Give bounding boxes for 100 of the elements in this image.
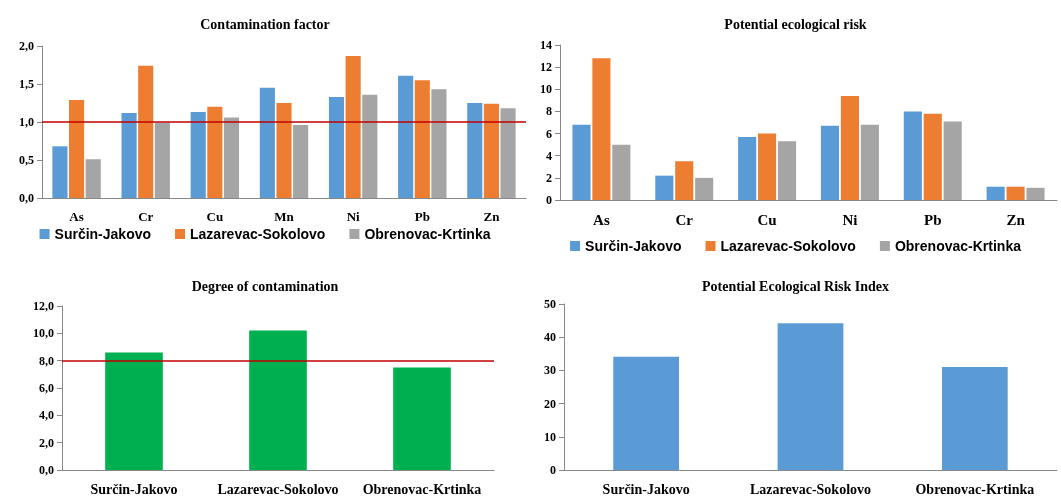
bar xyxy=(500,108,516,198)
y-tick-label: 12,0 xyxy=(33,299,54,313)
y-tick-label: 8 xyxy=(546,104,552,119)
bar xyxy=(414,80,430,198)
bar xyxy=(675,161,694,200)
x-tick-label: Obrenovac-Krtinka xyxy=(915,481,1035,497)
bar xyxy=(483,103,499,198)
x-tick-label: Surčin-Jakovo xyxy=(602,481,690,497)
y-tick-label: 1,0 xyxy=(19,115,34,129)
legend-label: Lazarevac-Sokolovo xyxy=(720,238,856,254)
x-tick-label: Cu xyxy=(206,209,224,224)
bar xyxy=(655,175,674,200)
bar xyxy=(777,141,797,200)
legend-label: Surčin-Jakovo xyxy=(585,238,682,254)
y-tick-label: 0,0 xyxy=(39,463,54,477)
chart-title: Contamination factor xyxy=(200,16,330,32)
x-tick-label: Ni xyxy=(346,209,361,224)
y-tick-label: 30 xyxy=(544,363,556,378)
y-tick-label: 0 xyxy=(550,463,556,477)
y-tick-label: 10 xyxy=(540,82,552,97)
y-tick-label: 2,0 xyxy=(39,435,54,450)
bar xyxy=(923,113,942,200)
y-tick-label: 40 xyxy=(544,330,556,345)
bar xyxy=(1026,187,1045,200)
chart-title: Degree of contamination xyxy=(191,278,339,294)
x-tick-label: Cr xyxy=(138,209,154,224)
bar xyxy=(121,112,137,198)
y-tick-label: 2 xyxy=(546,170,552,185)
y-tick-label: 6,0 xyxy=(39,381,54,395)
bar xyxy=(154,122,170,198)
bar xyxy=(398,75,414,198)
y-tick-label: 10 xyxy=(544,429,556,444)
legend-label: Obrenovac-Krtinka xyxy=(894,238,1022,254)
bar xyxy=(903,111,922,200)
x-tick-label: Mn xyxy=(274,209,295,224)
bar xyxy=(592,58,611,200)
bar xyxy=(943,121,962,200)
chart-title: Potential Ecological Risk Index xyxy=(701,278,890,294)
legend-label: Obrenovac-Krtinka xyxy=(364,226,491,242)
x-tick-label: Obrenovac-Krtinka xyxy=(362,481,482,497)
y-tick-label: 50 xyxy=(544,297,556,311)
bar xyxy=(69,99,85,198)
bar xyxy=(860,124,879,200)
bar xyxy=(941,367,1008,470)
bar xyxy=(820,125,840,200)
y-tick-label: 1,5 xyxy=(19,77,34,91)
x-tick-label: Pb xyxy=(923,211,942,228)
x-tick-label: Surčin-Jakovo xyxy=(90,481,178,497)
bar xyxy=(328,96,345,198)
chart-title: Potential ecological risk xyxy=(724,16,867,32)
y-tick-label: 0,0 xyxy=(19,191,34,205)
bar xyxy=(293,125,309,198)
y-tick-label: 10,0 xyxy=(33,326,54,341)
y-tick-label: 6 xyxy=(546,126,552,141)
x-tick-label: As xyxy=(69,209,84,224)
x-tick-label: Ni xyxy=(842,211,858,228)
bar xyxy=(393,367,451,470)
bar xyxy=(777,323,844,470)
bar xyxy=(223,117,240,198)
bar xyxy=(612,144,631,200)
x-tick-label: Pb xyxy=(414,209,430,224)
bar xyxy=(431,89,447,198)
bar xyxy=(207,106,223,198)
y-tick-label: 2,0 xyxy=(19,39,34,53)
x-tick-label: Cr xyxy=(675,211,694,228)
bar xyxy=(190,112,206,198)
bar xyxy=(467,103,483,198)
x-tick-label: Zn xyxy=(483,209,501,224)
bar xyxy=(738,136,757,200)
bar xyxy=(572,124,591,200)
bar xyxy=(249,330,307,470)
x-tick-label: Lazarevac-Sokolovo xyxy=(749,481,872,497)
y-tick-label: 14 xyxy=(540,38,552,52)
bar xyxy=(986,186,1005,200)
legend-label: Lazarevac-Sokolovo xyxy=(190,226,326,242)
bar xyxy=(52,146,68,198)
bar xyxy=(362,94,378,198)
x-tick-label: Cu xyxy=(757,211,777,228)
y-tick-label: 0 xyxy=(546,193,552,207)
bar xyxy=(1006,186,1025,200)
bar xyxy=(259,87,275,198)
y-tick-label: 4 xyxy=(546,148,552,163)
bar xyxy=(695,177,714,200)
bar xyxy=(276,103,292,198)
y-tick-label: 0,5 xyxy=(19,153,34,167)
y-tick-label: 8,0 xyxy=(39,353,54,368)
y-tick-label: 12 xyxy=(540,60,552,75)
legend-label: Surčin-Jakovo xyxy=(54,226,152,242)
bar xyxy=(840,95,859,200)
y-tick-label: 4,0 xyxy=(39,408,54,423)
x-tick-label: Lazarevac-Sokolovo xyxy=(217,481,339,497)
bar xyxy=(345,55,361,198)
x-tick-label: Zn xyxy=(1006,211,1026,228)
bar xyxy=(758,133,777,200)
bar xyxy=(138,65,154,198)
bar xyxy=(85,159,101,198)
y-tick-label: 20 xyxy=(544,396,556,411)
bar xyxy=(613,356,680,470)
x-tick-label: As xyxy=(593,211,610,228)
bar xyxy=(105,352,163,470)
